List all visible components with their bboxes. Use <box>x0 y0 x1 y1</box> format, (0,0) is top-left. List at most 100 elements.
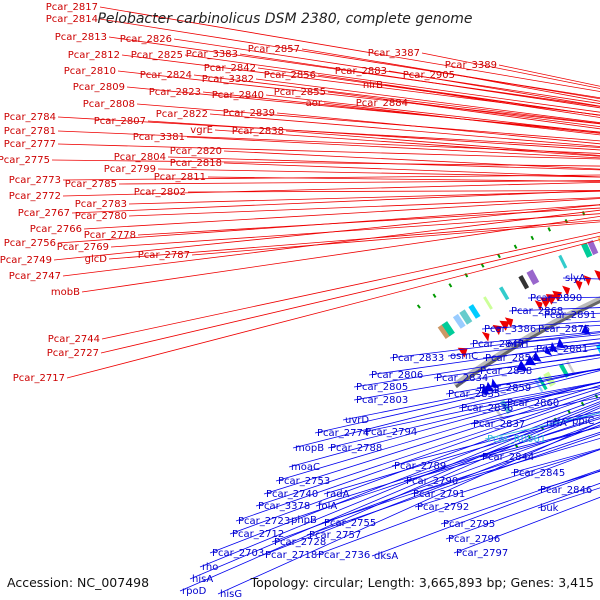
leader-line <box>57 143 600 160</box>
rna-track-mark <box>416 304 421 309</box>
gene-label: Pcar_2856 <box>264 70 316 81</box>
forward-gene-arrow <box>499 320 510 331</box>
gene-label: Pcar_2753 <box>278 476 330 487</box>
cog-box-outer <box>581 242 593 258</box>
gene-label: Pcar_2727 <box>47 348 99 359</box>
leader-line <box>265 94 600 133</box>
map-title: Pelobacter carbinolicus DSM 2380, comple… <box>97 11 472 27</box>
gene-label: aor <box>306 98 323 109</box>
backbone-arc <box>455 299 600 389</box>
gene-label: Pcar_2883 <box>335 66 387 77</box>
leader-line <box>108 36 600 107</box>
gene-label: nrfH <box>507 339 529 350</box>
leader-line <box>353 357 600 401</box>
leader-line <box>342 368 600 421</box>
gene-label: hisA <box>192 574 213 585</box>
leader-line <box>62 181 600 197</box>
leader-line <box>263 387 600 495</box>
gene-label: Pcar_2767 <box>18 208 70 219</box>
leader-line <box>53 204 600 261</box>
leader-line <box>81 215 600 293</box>
gene-label: Pcar_2808 <box>83 99 135 110</box>
forward-gene-arrow <box>534 300 543 311</box>
gene-label: Pcar_2772 <box>9 191 61 202</box>
gene-label: Pcar_2842 <box>204 63 256 74</box>
leader-line <box>239 53 600 109</box>
leader-line <box>101 231 600 340</box>
leader-line <box>62 174 600 181</box>
leader-line <box>317 74 600 116</box>
gene-label: Pcar_2826 <box>120 34 172 45</box>
cog-box-outer <box>499 286 510 301</box>
gene-label: Pcar_2703 <box>212 548 264 559</box>
gene-label: vgrE <box>190 125 213 136</box>
rna-track-mark <box>448 283 453 288</box>
leader-line <box>447 338 600 357</box>
gene-label: Pcar_2812 <box>68 50 120 61</box>
gene-label: Pcar_2809 <box>73 82 125 93</box>
leader-line <box>315 449 600 556</box>
leader-line <box>179 407 600 592</box>
leader-line <box>255 392 600 507</box>
cog-box-inner <box>537 376 548 391</box>
gene-label: Pcar_3383 <box>186 49 238 60</box>
gene-label: Pcar_2822 <box>156 109 208 120</box>
leader-line <box>470 396 600 425</box>
gene-label: glcD <box>85 254 108 265</box>
gene-label: rpoD <box>182 586 207 597</box>
leader-line <box>223 150 600 170</box>
gene-label: Pcar_2844 <box>482 452 534 463</box>
gene-label: Pcar_2788 <box>330 443 382 454</box>
leader-line <box>421 52 600 89</box>
cog-box-inner <box>493 405 504 419</box>
leader-line <box>255 78 600 124</box>
gene-label: Pcar_2749 <box>0 255 52 266</box>
gene-label: Pcar_2837 <box>473 419 525 430</box>
gene-label: Pcar_3378 <box>258 501 310 512</box>
forward-gene-arrow <box>583 275 592 286</box>
leader-line <box>57 204 600 244</box>
gene-label: Pcar_2785 <box>65 179 117 190</box>
leader-line <box>440 469 600 525</box>
gene-label: Pcar_2884 <box>356 98 408 109</box>
gene-label: Pcar_2807 <box>94 116 146 127</box>
leader-line <box>403 426 600 482</box>
leader-line <box>321 431 600 524</box>
gene-label: Pcar_2744 <box>48 334 100 345</box>
gene-label: Pcar_2773 <box>9 175 61 186</box>
leader-line <box>118 180 600 185</box>
leader-line <box>327 91 600 127</box>
leader-line <box>99 6 600 92</box>
gene-label: osmC <box>450 351 478 362</box>
leader-line <box>445 482 600 540</box>
gene-label: Pcar_2791 <box>413 489 465 500</box>
leader-line <box>288 381 600 468</box>
leader-line <box>199 403 600 568</box>
gene-label: Pcar_2783 <box>75 199 127 210</box>
gene-label: Pcar_2813 <box>55 32 107 43</box>
gene-label: Pcar_2818 <box>170 158 222 169</box>
gene-label: Pcar_3387 <box>368 48 420 59</box>
gene-label: Pcar_2838 <box>232 126 284 137</box>
gene-label: Pcar_2825 <box>131 50 183 61</box>
leader-line <box>83 198 600 230</box>
gene-label: Pcar_2824 <box>140 70 192 81</box>
gene-label: Pcar_2810 <box>64 66 116 77</box>
rna-track-mark <box>547 227 552 232</box>
accession-text: Accession: NC_007498 <box>7 575 149 590</box>
gene-label: Pcar_2855 <box>274 87 326 98</box>
gene-label: Pcar_2836 <box>461 403 513 414</box>
gene-label: Pcar_2778 <box>84 230 136 241</box>
gene-label: rho <box>202 562 218 573</box>
gene-label: Pcar_R0061 <box>487 434 546 445</box>
gene-label: Pcar_2857 <box>248 44 300 55</box>
gene-label: Pcar_2792 <box>417 502 469 513</box>
leader-line <box>186 136 600 159</box>
leader-line <box>389 332 600 359</box>
leader-line <box>276 112 600 145</box>
gene-label: ppiC <box>572 416 594 427</box>
gene-label: Pcar_2840 <box>212 90 264 101</box>
forward-gene-arrow <box>545 294 558 305</box>
